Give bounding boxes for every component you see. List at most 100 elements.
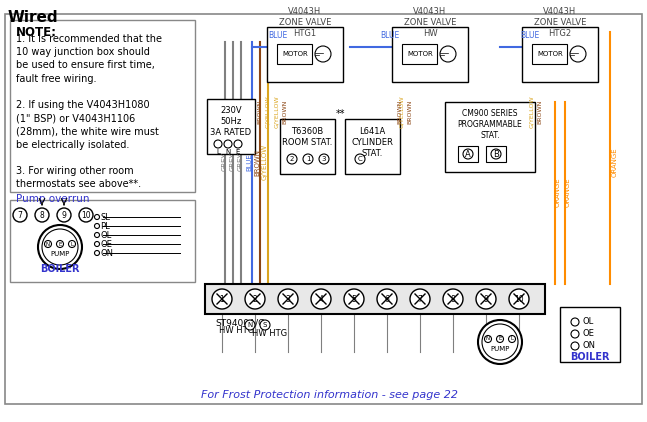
Text: 10: 10 [514, 295, 524, 303]
Text: GREY: GREY [222, 153, 228, 171]
Text: N: N [486, 336, 490, 341]
Text: 8: 8 [450, 295, 455, 303]
Text: E: E [498, 336, 501, 341]
Circle shape [509, 335, 516, 343]
Circle shape [482, 324, 518, 360]
Circle shape [344, 289, 364, 309]
Bar [402, 44, 437, 64]
Text: 7: 7 [417, 295, 422, 303]
Text: **: ** [336, 109, 345, 119]
Bar [10, 200, 195, 282]
Text: PUMP: PUMP [50, 251, 70, 257]
Text: N: N [46, 241, 50, 246]
Circle shape [94, 241, 100, 246]
Text: T6360B
ROOM STAT.: T6360B ROOM STAT. [282, 127, 332, 147]
Circle shape [410, 289, 430, 309]
Text: HW HTG: HW HTG [252, 330, 287, 338]
Bar [392, 27, 468, 82]
Text: OL: OL [583, 317, 594, 327]
Circle shape [319, 154, 329, 164]
Text: BLUE: BLUE [380, 31, 400, 40]
Text: 3: 3 [285, 295, 291, 303]
Circle shape [245, 289, 265, 309]
Circle shape [377, 289, 397, 309]
Text: BROWN: BROWN [397, 100, 402, 124]
Text: 10: 10 [81, 211, 91, 219]
Bar [486, 146, 506, 162]
Circle shape [94, 224, 100, 228]
Circle shape [214, 140, 222, 148]
Text: NOTE:: NOTE: [16, 26, 57, 39]
Circle shape [509, 289, 529, 309]
Circle shape [478, 320, 522, 364]
Text: MOTOR: MOTOR [537, 51, 563, 57]
Text: MOTOR: MOTOR [407, 51, 433, 57]
Bar [280, 119, 335, 174]
Text: E: E [236, 149, 240, 155]
Text: HW HTG: HW HTG [219, 326, 254, 335]
Text: PL: PL [100, 222, 110, 230]
Circle shape [485, 335, 492, 343]
Bar [277, 44, 312, 64]
Bar [10, 20, 195, 192]
Bar [205, 284, 545, 314]
Text: BOILER: BOILER [570, 352, 609, 362]
Text: CM900 SERIES
PROGRAMMABLE
STAT.: CM900 SERIES PROGRAMMABLE STAT. [457, 109, 522, 140]
Text: MOTOR: MOTOR [282, 51, 308, 57]
Text: 9: 9 [61, 211, 67, 219]
Text: V4043H
ZONE VALVE
HTG2: V4043H ZONE VALVE HTG2 [534, 7, 586, 38]
Text: BROWN: BROWN [408, 100, 413, 124]
Text: ON: ON [583, 341, 596, 351]
Text: 6: 6 [384, 295, 389, 303]
Circle shape [476, 289, 496, 309]
Text: 230V
50Hz
3A RATED: 230V 50Hz 3A RATED [210, 106, 252, 137]
Text: A: A [465, 149, 471, 159]
Circle shape [443, 289, 463, 309]
Text: ON: ON [100, 249, 113, 257]
Text: BLUE: BLUE [520, 31, 540, 40]
Text: OE: OE [100, 240, 112, 249]
Text: OL: OL [100, 230, 111, 240]
Text: L641A
CYLINDER
STAT.: L641A CYLINDER STAT. [351, 127, 393, 158]
Text: E: E [58, 241, 61, 246]
Text: BROWN: BROWN [283, 100, 287, 124]
Circle shape [278, 289, 298, 309]
Text: 8: 8 [39, 211, 45, 219]
Circle shape [287, 154, 297, 164]
Circle shape [212, 289, 232, 309]
Text: S: S [263, 322, 267, 328]
Text: G/YELLOW: G/YELLOW [529, 96, 534, 128]
Circle shape [315, 46, 331, 62]
Text: GREY: GREY [230, 153, 236, 171]
Text: PUMP: PUMP [490, 346, 510, 352]
Circle shape [571, 342, 579, 350]
Text: B: B [493, 149, 499, 159]
Circle shape [79, 208, 93, 222]
Circle shape [45, 241, 52, 247]
Text: 3: 3 [322, 156, 326, 162]
Text: GREY: GREY [238, 153, 244, 171]
Text: Wired: Wired [8, 10, 59, 25]
Text: V4043H
ZONE VALVE
HW: V4043H ZONE VALVE HW [404, 7, 456, 38]
Text: L: L [510, 336, 514, 341]
Circle shape [224, 140, 232, 148]
Text: BROWN: BROWN [538, 100, 542, 124]
Text: G/YELLOW: G/YELLOW [262, 144, 268, 180]
Text: ORANGE: ORANGE [565, 177, 571, 207]
Text: N: N [247, 322, 252, 328]
Circle shape [57, 208, 71, 222]
Circle shape [571, 318, 579, 326]
Text: Pump overrun: Pump overrun [16, 194, 89, 204]
Text: For Frost Protection information - see page 22: For Frost Protection information - see p… [201, 390, 459, 400]
Circle shape [42, 229, 78, 265]
Circle shape [234, 140, 242, 148]
Circle shape [440, 46, 456, 62]
Circle shape [303, 154, 313, 164]
Text: G/YELLOW: G/YELLOW [265, 96, 270, 128]
Circle shape [311, 289, 331, 309]
Circle shape [245, 320, 255, 330]
Bar [560, 307, 620, 362]
Text: G/YELLOW: G/YELLOW [274, 96, 280, 128]
Text: SL: SL [100, 213, 110, 222]
Circle shape [570, 46, 586, 62]
